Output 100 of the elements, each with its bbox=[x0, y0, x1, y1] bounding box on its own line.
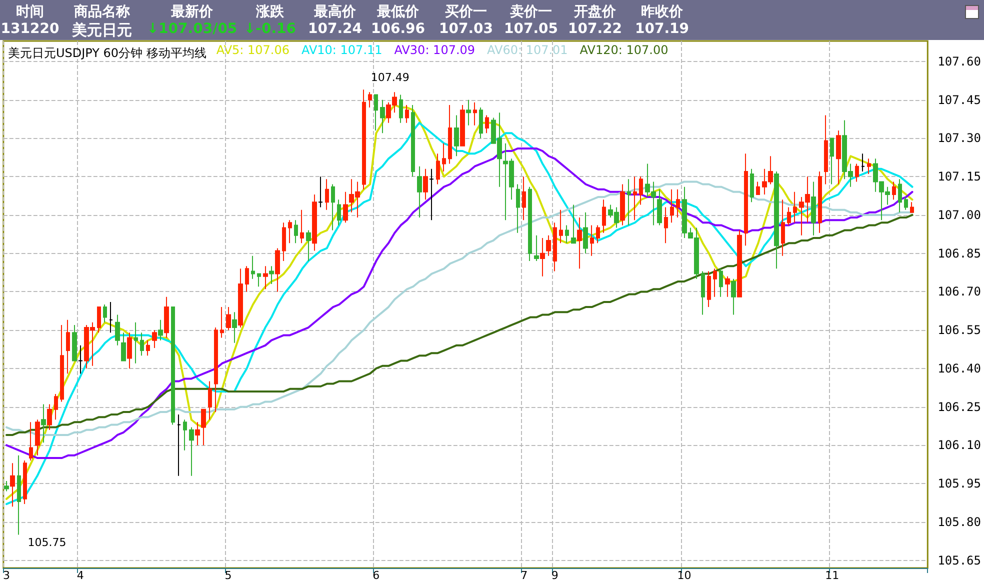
candlestick bbox=[836, 130, 841, 185]
candlestick bbox=[405, 104, 409, 124]
candlestick bbox=[60, 324, 64, 402]
y-tick-label: 106.25 bbox=[938, 400, 982, 414]
text: 107.24 bbox=[308, 21, 362, 37]
candlestick bbox=[596, 224, 600, 244]
text: AV10: 107.11 bbox=[302, 43, 382, 57]
y-tick-label: 106.55 bbox=[938, 323, 982, 338]
candlestick bbox=[583, 212, 588, 254]
candlestick bbox=[10, 462, 15, 508]
text: 107.05 bbox=[504, 21, 558, 37]
candlestick bbox=[362, 89, 366, 190]
candlestick bbox=[183, 419, 187, 451]
candlestick bbox=[867, 158, 871, 175]
candlestick bbox=[109, 301, 113, 334]
x-tick-label: 3 bbox=[2, 569, 10, 582]
text: 最新价 bbox=[171, 3, 213, 21]
x-tick-label: 10 bbox=[677, 569, 692, 582]
y-tick-label: 105.95 bbox=[938, 476, 982, 491]
candlestick bbox=[701, 270, 705, 316]
candlestick bbox=[657, 188, 662, 226]
candlestick bbox=[546, 234, 551, 256]
candlestick bbox=[436, 153, 440, 185]
text: 131220 bbox=[0, 21, 60, 37]
text: 时间 bbox=[16, 3, 44, 21]
candlestick bbox=[214, 327, 218, 412]
candlestick bbox=[713, 268, 717, 298]
candlestick bbox=[540, 237, 545, 277]
text: 昨收价 bbox=[641, 3, 683, 21]
candlestick bbox=[423, 168, 428, 200]
text: AV60: 107.01 bbox=[487, 43, 568, 57]
candlestick bbox=[559, 209, 563, 244]
candlestick bbox=[442, 142, 446, 172]
candlestick bbox=[744, 153, 748, 246]
candlestick bbox=[485, 114, 489, 134]
candlestick bbox=[121, 332, 126, 362]
x-tick-label: 7 bbox=[520, 569, 528, 582]
candlestick bbox=[571, 204, 576, 244]
candlestick bbox=[158, 319, 163, 341]
text: 卖价一 bbox=[510, 3, 552, 21]
candlestick bbox=[553, 222, 557, 272]
candlestick bbox=[707, 270, 711, 308]
candlestick bbox=[473, 102, 477, 126]
candlestick bbox=[522, 176, 526, 221]
text: 最高价 bbox=[314, 3, 356, 21]
candlestick bbox=[861, 153, 865, 172]
candlestick bbox=[904, 196, 908, 210]
text: AV120: 107.00 bbox=[580, 43, 668, 57]
y-tick-label: 106.40 bbox=[938, 361, 982, 376]
candlestick bbox=[528, 186, 532, 262]
x-tick-label: 6 bbox=[372, 569, 380, 582]
candlestick bbox=[818, 170, 822, 234]
text: 107.22 bbox=[568, 21, 622, 37]
candlestick bbox=[627, 178, 631, 226]
candlestick bbox=[454, 114, 459, 157]
candlestick bbox=[892, 181, 896, 200]
candlestick bbox=[29, 422, 33, 462]
candlestick bbox=[633, 176, 637, 221]
candlestick bbox=[195, 422, 200, 446]
text: 买价一 bbox=[445, 3, 487, 21]
candlestick bbox=[399, 94, 403, 124]
candlestick bbox=[35, 419, 40, 456]
candlestick bbox=[164, 296, 169, 338]
text: ↓107.03/05 bbox=[146, 21, 238, 37]
candlestick bbox=[171, 306, 175, 426]
text: 涨跌 bbox=[256, 3, 284, 21]
candlestick bbox=[232, 312, 237, 344]
y-tick-label: 106.10 bbox=[938, 438, 982, 452]
candlestick bbox=[208, 380, 212, 420]
candlestick bbox=[275, 248, 280, 292]
candlestick bbox=[220, 306, 224, 338]
candlestick bbox=[189, 426, 194, 476]
candlestick bbox=[719, 268, 723, 298]
x-tick-label: 4 bbox=[76, 569, 84, 582]
candlestick bbox=[898, 178, 902, 213]
candlestick bbox=[127, 332, 132, 369]
candlestick bbox=[41, 404, 46, 444]
text: 开盘价 bbox=[574, 3, 616, 21]
candlestick bbox=[411, 104, 415, 178]
candlestick bbox=[238, 268, 243, 328]
candlestick bbox=[294, 220, 298, 244]
y-tick-label: 105.80 bbox=[938, 514, 982, 529]
candlestick bbox=[460, 104, 465, 146]
candlestick bbox=[781, 199, 785, 256]
candlestick bbox=[620, 184, 625, 226]
candlestick bbox=[269, 266, 274, 285]
candlestick bbox=[664, 206, 668, 244]
candlestick bbox=[725, 276, 730, 298]
candlestick bbox=[288, 220, 292, 244]
candlestick bbox=[23, 460, 27, 505]
y-tick-label: 106.85 bbox=[938, 246, 982, 260]
candlestick bbox=[429, 168, 434, 221]
candlestick bbox=[466, 99, 471, 126]
candlestick bbox=[245, 266, 249, 292]
candlestick bbox=[479, 107, 483, 139]
text: ↓-0.16 bbox=[244, 21, 296, 37]
candlestick bbox=[257, 273, 261, 288]
chart-title: 美元日元USDJPY 60分钟 移动平均线 bbox=[8, 46, 206, 60]
candlestick bbox=[811, 181, 816, 236]
candlestick bbox=[54, 394, 58, 420]
